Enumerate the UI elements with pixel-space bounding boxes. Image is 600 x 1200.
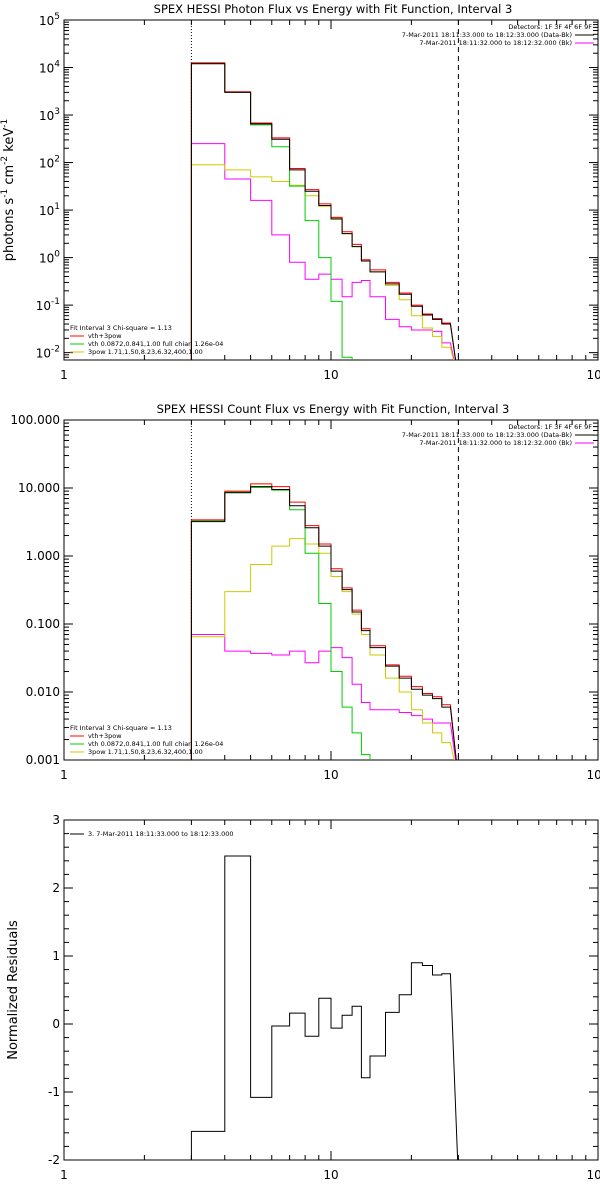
residuals-panel: 1 10 100 -2 -1 0 1 2 3 Normalized Residuals 3. 7-M… [6, 813, 600, 1182]
spectrum-series-1 [190, 62, 457, 360]
series-group [190, 483, 457, 760]
legend-entry-label: 3pow 1.71,1.50,8.23,6.32,400,1.00 [88, 348, 203, 356]
y-tick-label: 0.100 [26, 617, 60, 631]
legend-entry-label: vth+3pow [88, 332, 122, 340]
y-tick-label: 3 [52, 813, 60, 827]
legend-detectors-header: Detectors: 1F 3F 4F 6F 9F [508, 423, 592, 431]
legend-entry-label: vth 0.0872,0.841,1.00 full chian 1.26e-0… [88, 740, 223, 748]
legend-entry-label: 7-Mar-2011 18:11:33.000 to 18:12:33.000 … [402, 431, 572, 439]
spectrum-series-0 [190, 855, 459, 1160]
x-tick-label: 100 [587, 368, 600, 382]
y-tick-label: 1 [52, 949, 60, 963]
y-tick-label: 100.000 [10, 413, 60, 427]
x-tick-label: 10 [323, 1168, 338, 1182]
legend-fit-header: Fit Interval 3 Chi-square = 1.13 [70, 324, 172, 332]
y-tick-label: 0 [52, 1017, 60, 1031]
y-tick-label: 10-2 [36, 345, 60, 361]
x-tick-label: 10 [323, 768, 338, 782]
legend-entry-label: 7-Mar-2011 18:11:33.000 to 18:12:33.000 … [402, 31, 572, 39]
y-tick-label: 0.010 [26, 685, 60, 699]
y-tick-label: 100 [39, 250, 60, 266]
y-tick-label: -1 [48, 1085, 60, 1099]
legend-entry-label: 7-Mar-2011 18:11:32.000 to 18:12:32.000 … [419, 39, 572, 47]
y-tick-label: 103 [39, 107, 60, 123]
photon-flux-panel: SPEX HESSI Photon Flux vs Energy with Fi… [0, 2, 600, 382]
legend-entry-label: vth 0.0872,0.841,1.00 full chian 1.26e-0… [88, 340, 223, 348]
legend-detectors-header: Detectors: 1F 3F 4F 6F 9F [508, 23, 592, 31]
y-tick-label: 104 [39, 60, 60, 76]
y-tick-label: 0.001 [26, 753, 60, 767]
x-tick-label: 1 [60, 368, 68, 382]
plot-frame [63, 19, 599, 361]
y-tick-label: 105 [39, 12, 60, 28]
y-tick-label: 10-1 [36, 297, 60, 313]
y-tick-label: 2 [52, 881, 60, 895]
x-tick-label: 100 [587, 768, 600, 782]
y-axis-label: Normalized Residuals [6, 920, 21, 1060]
plot-frame [63, 819, 599, 1161]
y-tick-label: 102 [39, 155, 60, 171]
plot-frame [63, 419, 599, 761]
spectrum-series-2 [190, 486, 371, 760]
y-tick-label: -2 [48, 1153, 60, 1167]
spectrum-series-0 [190, 63, 457, 360]
legend-entry-label: vth+3pow [88, 732, 122, 740]
legend-entry-label: 3pow 1.71,1.50,8.23,6.32,400,1.00 [88, 748, 203, 756]
spectrum-series-1 [190, 483, 457, 760]
x-tick-label: 1 [60, 768, 68, 782]
y-axis-label: photons s-1 cm-2 keV-1 [0, 119, 17, 261]
count-flux-title: SPEX HESSI Count Flux vs Energy with Fit… [157, 402, 510, 416]
x-tick-label: 10 [323, 368, 338, 382]
legend-entry-label: 3. 7-Mar-2011 18:11:33.000 to 18:12:33.0… [88, 830, 234, 838]
spectrum-series-4 [190, 143, 455, 360]
spectrum-series-3 [190, 538, 455, 760]
y-tick-label: 1.000 [26, 549, 60, 563]
x-tick-label: 100 [587, 1168, 600, 1182]
spectrum-series-2 [190, 62, 353, 360]
legend-entry-label: 7-Mar-2011 18:11:32.000 to 18:12:32.000 … [419, 439, 572, 447]
spectrum-series-4 [190, 634, 457, 760]
series-group [190, 855, 459, 1160]
x-tick-label: 1 [60, 1168, 68, 1182]
series-group [190, 62, 457, 360]
legend-fit-header: Fit Interval 3 Chi-square = 1.13 [70, 724, 172, 732]
photon-flux-title: SPEX HESSI Photon Flux vs Energy with Fi… [154, 2, 513, 16]
y-tick-label: 101 [39, 202, 60, 218]
count-flux-panel: SPEX HESSI Count Flux vs Energy with Fit… [10, 402, 600, 782]
y-tick-label: 10.000 [18, 481, 60, 495]
spectrum-series-0 [190, 486, 457, 760]
spectrum-series-3 [190, 164, 455, 360]
